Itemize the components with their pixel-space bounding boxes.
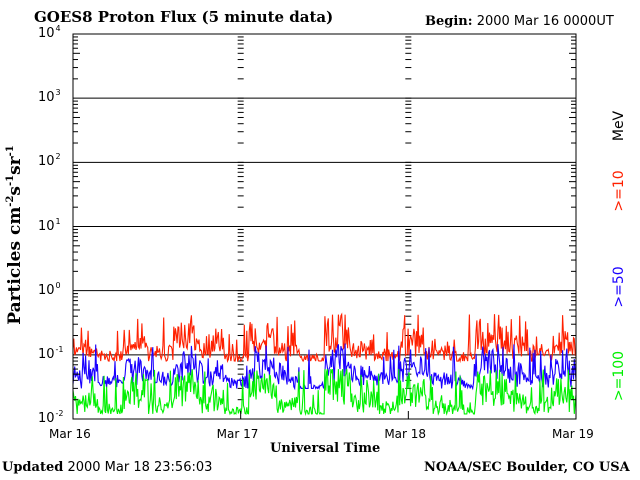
y-tick-label: 103 xyxy=(38,88,61,105)
x-tick-label: Mar 18 xyxy=(384,427,427,441)
x-tick-label: Mar 16 xyxy=(49,427,91,441)
y-tick-exp: 0 xyxy=(55,280,61,290)
y-axis-label: Particles cm-2s-1sr-1 xyxy=(5,145,25,325)
y-tick-base: 10 xyxy=(38,26,55,41)
y-tick-label: 10-2 xyxy=(38,409,64,426)
y-tick-exp: 1 xyxy=(55,216,61,226)
y-tick-base: 10 xyxy=(38,282,55,298)
chart-title: GOES8 Proton Flux (5 minute data) xyxy=(34,8,334,26)
y-tick-base: 10 xyxy=(38,218,55,234)
updated-time: Updated 2000 Mar 18 23:56:03 xyxy=(2,460,212,475)
ylabel-exp2: -1 xyxy=(5,174,16,186)
legend-ge10: >=10 xyxy=(611,170,627,212)
y-tick-exp: 3 xyxy=(55,88,61,98)
y-tick-base: 10 xyxy=(38,90,55,106)
y-tick-label: 10-1 xyxy=(38,345,64,362)
ylabel-exp1: -2 xyxy=(5,195,16,207)
y-tick-exp: -1 xyxy=(55,344,64,354)
y-tick-base: 10 xyxy=(38,346,55,362)
x-tick-label: Mar 17 xyxy=(216,427,259,441)
axis-ticks xyxy=(72,36,577,419)
credit-text: NOAA/SEC Boulder, CO USA xyxy=(424,460,630,475)
series-layer xyxy=(72,312,577,417)
updated-value: 2000 Mar 18 23:56:03 xyxy=(67,460,213,475)
legend-ge100: >=100 xyxy=(611,350,627,402)
y-tick-label: 100 xyxy=(38,281,61,298)
y-tick-exp: -2 xyxy=(55,409,64,418)
y-tick-label: 101 xyxy=(38,217,61,234)
plot-frame xyxy=(72,33,577,420)
begin-time: Begin: 2000 Mar 16 0000UT xyxy=(425,14,614,29)
legend-units: MeV xyxy=(611,110,627,142)
ylabel-sr: sr xyxy=(5,156,25,175)
updated-label: Updated xyxy=(2,460,64,475)
ylabel-base: Particles cm xyxy=(5,206,25,325)
x-axis-label: Universal Time xyxy=(270,441,381,456)
y-tick-label: 104 xyxy=(38,24,61,41)
begin-value: 2000 Mar 16 0000UT xyxy=(476,14,614,29)
ylabel-exp3: -1 xyxy=(5,145,16,157)
y-tick-base: 10 xyxy=(38,411,55,426)
x-tick-label: Mar 19 xyxy=(552,427,594,441)
legend-ge50: >=50 xyxy=(611,266,627,308)
y-tick-label: 102 xyxy=(38,152,61,169)
y-tick-base: 10 xyxy=(38,154,55,170)
begin-label: Begin: xyxy=(425,14,473,29)
y-tick-exp: 2 xyxy=(55,152,61,162)
y-tick-exp: 4 xyxy=(55,24,61,33)
series-line-ge10 xyxy=(72,312,577,364)
series-line-ge100 xyxy=(72,368,577,417)
ylabel-s: s xyxy=(5,186,25,196)
